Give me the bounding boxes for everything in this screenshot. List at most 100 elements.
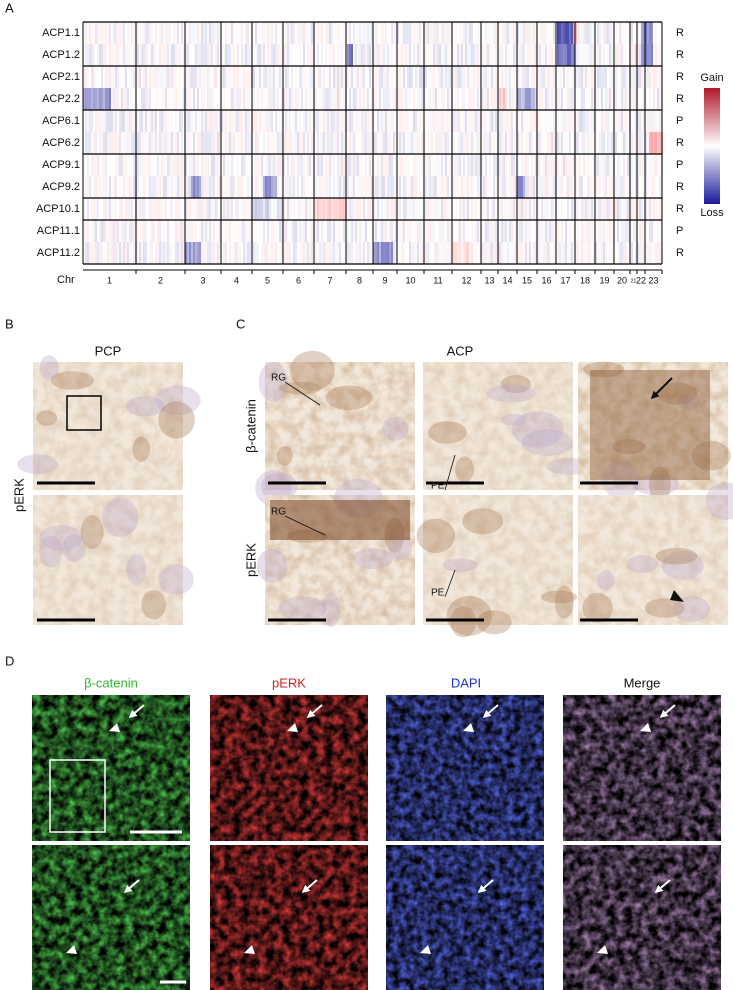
heatmap-cell <box>549 242 551 264</box>
heatmap-cell <box>545 66 547 88</box>
heatmap-cell <box>447 88 449 110</box>
heatmap-cell <box>487 88 489 110</box>
heatmap-cell <box>207 66 209 88</box>
heatmap-cell <box>547 66 549 88</box>
heatmap-cell <box>177 22 179 44</box>
heatmap-cell <box>249 154 251 176</box>
heatmap-cell <box>207 154 209 176</box>
heatmap-cell <box>121 242 123 264</box>
heatmap-cell <box>203 132 205 154</box>
heatmap-cell <box>637 242 639 264</box>
heatmap-cell <box>565 176 567 198</box>
heatmap-cell <box>285 198 287 220</box>
heatmap-cell <box>111 44 113 66</box>
heatmap-cell <box>461 66 463 88</box>
heatmap-cell <box>517 88 519 110</box>
heatmap-cell <box>547 176 549 198</box>
heatmap-cell <box>471 132 473 154</box>
heatmap-cell <box>143 242 145 264</box>
heatmap-cell <box>137 66 139 88</box>
heatmap-cell <box>171 88 173 110</box>
heatmap-cell <box>215 132 217 154</box>
heatmap-cell <box>161 110 163 132</box>
heatmap-cell <box>491 176 493 198</box>
heatmap-cell <box>413 22 415 44</box>
heatmap-cell <box>257 110 259 132</box>
heatmap-cell <box>93 110 95 132</box>
heatmap-cell <box>543 110 545 132</box>
heatmap-cell <box>319 110 321 132</box>
heatmap-cell <box>301 176 303 198</box>
tissue <box>101 497 139 538</box>
heatmap-cell <box>175 198 177 220</box>
heatmap-cell <box>107 132 109 154</box>
heatmap-cell <box>563 220 565 242</box>
heatmap-cell <box>635 66 637 88</box>
heatmap-cell <box>231 44 233 66</box>
heatmap-cell <box>405 198 407 220</box>
tissue <box>597 569 615 591</box>
heatmap-cell <box>367 176 369 198</box>
heatmap-cell <box>417 176 419 198</box>
heatmap-cell <box>267 44 269 66</box>
heatmap-cell <box>163 154 165 176</box>
heatmap-cell <box>323 44 325 66</box>
heatmap-cell <box>173 88 175 110</box>
heatmap-cell <box>347 44 349 66</box>
heatmap-cell <box>407 88 409 110</box>
heatmap-cell <box>183 242 185 264</box>
heatmap-cell <box>465 198 467 220</box>
heatmap-cell <box>437 154 439 176</box>
heatmap-cell <box>233 198 235 220</box>
heatmap-cell <box>341 176 343 198</box>
heatmap-cell <box>355 242 357 264</box>
heatmap-cell <box>487 242 489 264</box>
heatmap-cell <box>581 220 583 242</box>
heatmap-cell <box>607 132 609 154</box>
heatmap-cell <box>609 44 611 66</box>
heatmap-cell <box>301 88 303 110</box>
heatmap-cell <box>399 198 401 220</box>
heatmap-cell <box>153 198 155 220</box>
heatmap-cell <box>191 198 193 220</box>
heatmap-cell <box>211 110 213 132</box>
heatmap-cell <box>631 22 633 44</box>
heatmap-cell <box>589 242 591 264</box>
heatmap-cell <box>387 198 389 220</box>
heatmap-cell <box>293 66 295 88</box>
heatmap-cell <box>261 220 263 242</box>
heatmap-cell <box>189 242 191 264</box>
heatmap-cell <box>237 198 239 220</box>
heatmap-cell <box>187 110 189 132</box>
heatmap-cell <box>621 22 623 44</box>
sample-label: ACP1.1 <box>42 27 80 39</box>
heatmap-cell <box>325 66 327 88</box>
heatmap-cell <box>337 176 339 198</box>
heatmap-cell <box>315 198 317 220</box>
tissue <box>132 436 151 462</box>
heatmap-cell <box>351 88 353 110</box>
heatmap-cell <box>499 242 501 264</box>
heatmap-cell <box>505 198 507 220</box>
heatmap-cell <box>457 242 459 264</box>
heatmap-cell <box>393 242 395 264</box>
heatmap-cell <box>317 176 319 198</box>
heatmap-cell <box>433 176 435 198</box>
heatmap-cell <box>551 154 553 176</box>
heatmap-cell <box>541 242 543 264</box>
tissue <box>39 525 84 551</box>
heatmap-cell <box>505 22 507 44</box>
heatmap-cell <box>453 88 455 110</box>
heatmap-cell <box>479 176 481 198</box>
heatmap-cell <box>439 66 441 88</box>
heatmap-cell <box>273 110 275 132</box>
heatmap-cell <box>655 132 657 154</box>
heatmap-cell <box>573 198 575 220</box>
heatmap-cell <box>159 66 161 88</box>
heatmap-cell <box>303 110 305 132</box>
heatmap-cell <box>287 88 289 110</box>
fluorescence-texture <box>32 695 190 841</box>
heatmap-cell <box>227 176 229 198</box>
sample-type: R <box>676 27 684 39</box>
heatmap-cell <box>349 88 351 110</box>
